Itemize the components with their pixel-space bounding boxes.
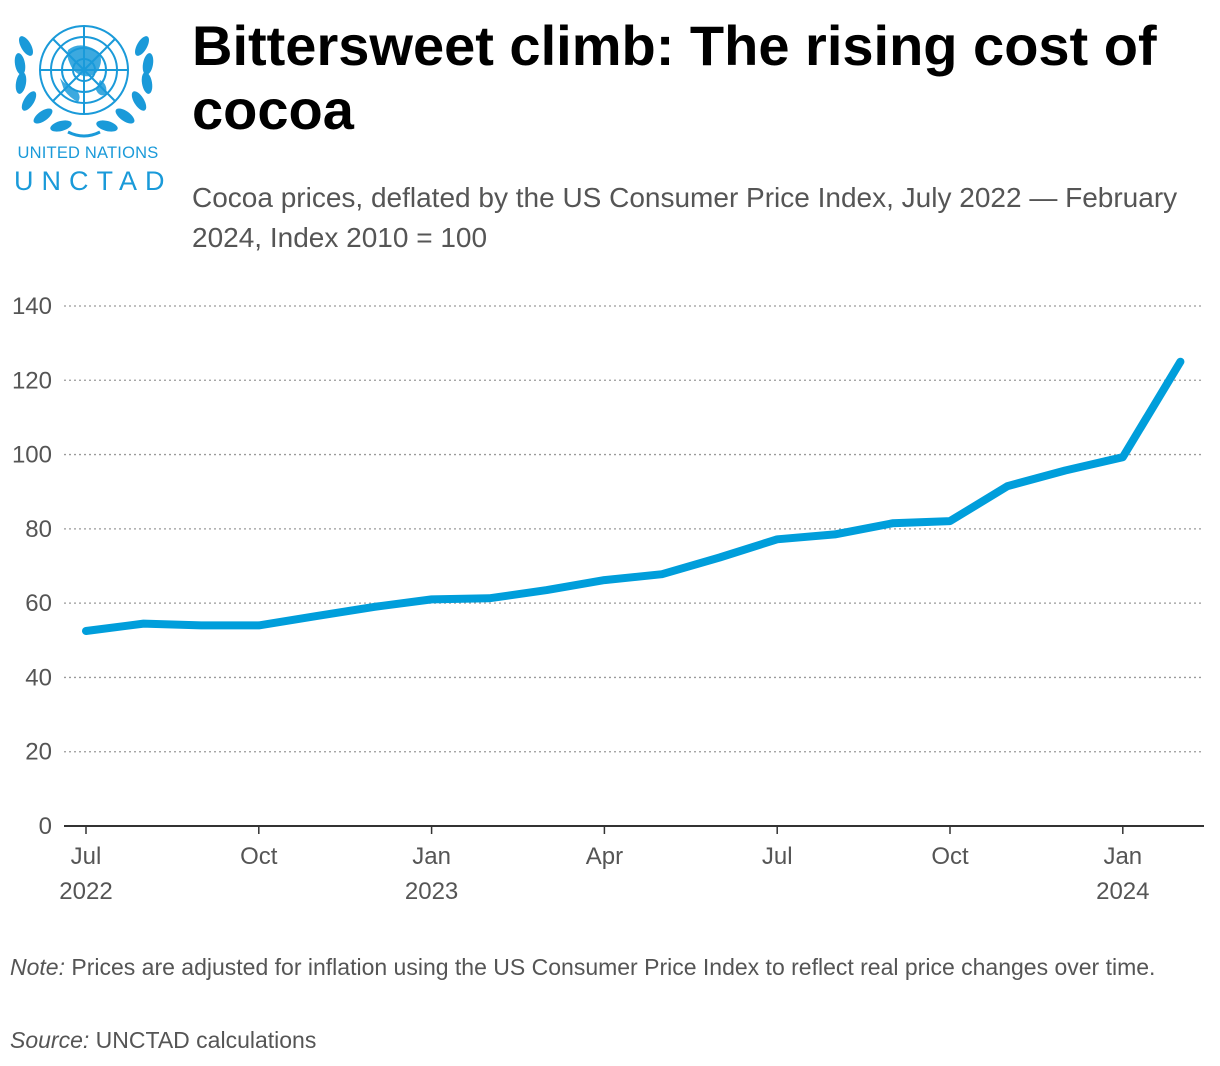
y-tick-label: 140	[12, 293, 52, 320]
y-axis-ticks: 0 20 40 60 80 100 120 140	[12, 293, 52, 840]
y-tick-label: 100	[12, 442, 52, 469]
x-axis-ticks: Jul 2022 Oct Jan 2023 Apr Jul Oct Jan 2024	[59, 826, 1149, 905]
unctad-logo: UNITED NATIONS UNCTAD	[8, 6, 165, 196]
y-tick-label: 20	[25, 739, 52, 766]
un-emblem-icon	[14, 25, 154, 138]
note-label: Note:	[10, 954, 65, 980]
x-tick-label: Oct	[240, 843, 278, 870]
x-tick-year-label: 2023	[405, 878, 458, 905]
chart-title: Bittersweet climb: The rising cost of co…	[192, 14, 1157, 141]
x-tick-label: Jul	[762, 843, 793, 870]
chart-note: Note: Prices are adjusted for inflation …	[10, 952, 1200, 982]
x-tick-label: Apr	[586, 843, 623, 870]
y-tick-label: 60	[25, 590, 52, 617]
x-tick-label: Jan	[1103, 843, 1142, 870]
x-tick-year-label: 2022	[59, 878, 112, 905]
source-label: Source:	[10, 1027, 90, 1053]
source-text: UNCTAD calculations	[89, 1027, 317, 1053]
note-text: Prices are adjusted for inflation using …	[64, 954, 1156, 980]
y-tick-label: 40	[25, 664, 52, 691]
y-tick-label: 0	[39, 813, 52, 840]
chart-subtitle: Cocoa prices, deflated by the US Consume…	[192, 182, 1178, 253]
y-tick-label: 120	[12, 367, 52, 394]
series-line	[82, 357, 1185, 635]
logo-org-line: UNITED NATIONS	[17, 144, 159, 162]
x-tick-label: Jul	[71, 843, 102, 870]
x-tick-label: Oct	[931, 843, 969, 870]
grid-lines	[64, 305, 1204, 753]
chart-source: Source: UNCTAD calculations	[10, 1025, 1200, 1055]
logo-org-name: UNCTAD	[14, 166, 173, 196]
x-tick-label: Jan	[412, 843, 451, 870]
y-tick-label: 80	[25, 516, 52, 543]
x-tick-year-label: 2024	[1096, 878, 1149, 905]
series-group	[82, 357, 1185, 635]
